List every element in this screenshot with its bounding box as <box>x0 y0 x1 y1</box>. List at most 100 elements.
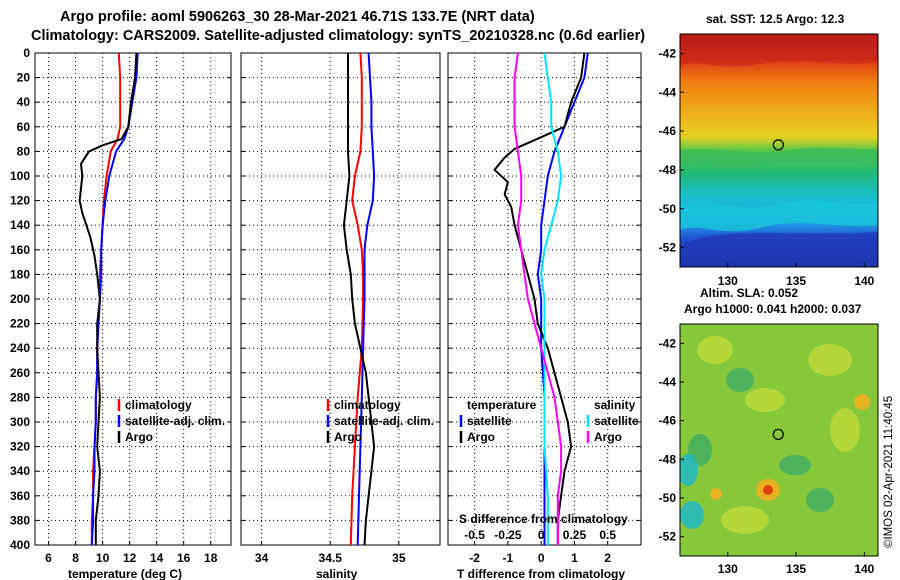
map-y-tick-label: -44 <box>659 375 677 389</box>
legend-label-satellite: satellite-adj. clim. <box>334 414 434 428</box>
x-tick-label: 6 <box>45 551 52 565</box>
salinity-profile-argo-line <box>342 53 376 546</box>
temperature-profile-satellite-adj-clim-line <box>90 52 139 546</box>
map-x-tick-label: 135 <box>786 274 806 288</box>
sst-map-ticks: 130 135 140 -42 -44 -46 -48 -50 -52 <box>659 46 875 288</box>
map-y-tick-label: -52 <box>659 241 677 255</box>
figure-title-line1: Argo profile: aoml 5906263_30 28-Mar-202… <box>60 9 535 25</box>
legend-label-argo: Argo <box>334 430 362 444</box>
depth-tick-label: 40 <box>17 95 31 109</box>
sla-blob <box>710 488 722 500</box>
x-tick-label: 18 <box>204 551 218 565</box>
x-tick-label: 8 <box>72 551 79 565</box>
depth-tick-label: 340 <box>10 464 30 478</box>
salinity-profile-climatology-line <box>349 52 365 546</box>
x-tick-label: 34.5 <box>319 551 343 565</box>
legend-label-climatology: climatology <box>334 398 401 412</box>
temperature-legend: climatology satellite-adj. clim. Argo <box>117 398 225 444</box>
depth-tick-label: 120 <box>10 194 30 208</box>
depth-tick-label: 140 <box>10 218 30 232</box>
map-x-tick-label: 130 <box>718 562 738 576</box>
s-difference-tick-label: -0.5 <box>464 528 485 542</box>
depth-tick-label: 320 <box>10 440 30 454</box>
sst-map-field <box>680 34 878 267</box>
depth-tick-label: 220 <box>10 317 30 331</box>
depth-tick-label: 60 <box>17 120 31 134</box>
legend-label-t-satellite: satellite <box>467 414 512 428</box>
legend-label-s-satellite: satellite <box>594 414 639 428</box>
series-layer <box>78 52 589 546</box>
x-tick-label: 16 <box>177 551 191 565</box>
imos-credit: ©IMOS 02-Apr-2021 11:40:45 <box>883 396 895 548</box>
legend-label-satellite: satellite-adj. clim. <box>125 414 225 428</box>
depth-tick-label: 20 <box>17 71 31 85</box>
map-y-tick-label: -48 <box>659 452 677 466</box>
depth-axis: 0 20 40 60 80 100 120 140 160 180 200 220 240 260 280 3… <box>10 46 30 552</box>
map-y-tick-label: -50 <box>659 491 677 505</box>
map-x-tick-label: 135 <box>786 562 806 576</box>
map-y-tick-label: -42 <box>659 336 677 350</box>
depth-tick-label: 180 <box>10 267 30 281</box>
legend-title-temperature: temperature <box>467 398 537 412</box>
depth-tick-label: 100 <box>10 169 30 183</box>
figure-title-line2: Climatology: CARS2009. Satellite-adjuste… <box>31 28 645 44</box>
x-tick-label: 10 <box>96 551 110 565</box>
x-tick-label: 0 <box>538 551 545 565</box>
sla-map-frame <box>679 323 879 557</box>
sst-cold-band <box>680 200 878 232</box>
sla-blob <box>808 344 852 376</box>
x-tick-label: 14 <box>150 551 164 565</box>
sla-blob <box>680 501 704 529</box>
legend-label-t-argo: Argo <box>467 430 495 444</box>
depth-tick-label: 280 <box>10 390 30 404</box>
sla-blob <box>779 455 811 475</box>
s-difference-tick-label: -0.25 <box>494 528 522 542</box>
x-tick-label: 12 <box>123 551 137 565</box>
sst-float-marker <box>772 139 784 151</box>
temperature-axis-label: temperature (deg C) <box>68 567 182 580</box>
sst-warm-north <box>680 34 878 67</box>
sst-cold-south <box>680 232 878 267</box>
sla-blob <box>763 485 773 495</box>
s-difference-axis-label: S difference from climatology <box>459 512 628 526</box>
sst-map-frame <box>679 33 879 268</box>
x-tick-label: -2 <box>469 551 480 565</box>
sla-blob <box>806 488 834 512</box>
sla-float-marker <box>772 428 784 440</box>
x-tick-label: 35 <box>392 551 406 565</box>
sla-map-title: Altim. SLA: 0.052 <box>700 286 798 300</box>
sla-map-field <box>680 324 878 556</box>
map-y-tick-label: -46 <box>659 414 677 428</box>
x-tick-layer: 6 8 10 12 14 16 18 34 34.5 35 -2 -1 0 1 2-0.5 -0.25 0 0.2… <box>45 528 616 565</box>
map-x-tick-label: 140 <box>854 562 874 576</box>
salinity-profile-satellite-adj-clim-line <box>356 52 376 546</box>
s-difference-tick-label: 0.25 <box>563 528 587 542</box>
sla-blob <box>680 454 698 486</box>
x-tick-label: 1 <box>571 551 578 565</box>
sla-blob <box>721 506 769 534</box>
depth-tick-label: 360 <box>10 489 30 503</box>
salinity-axis-label: salinity <box>316 567 358 580</box>
difference-legend-temperature: temperature satellite Argo <box>459 398 537 444</box>
depth-tick-label: 240 <box>10 341 30 355</box>
map-y-tick-label: -42 <box>659 46 677 60</box>
sst-front-band <box>680 147 878 167</box>
depth-tick-label: 80 <box>17 144 31 158</box>
sla-blob <box>697 336 733 364</box>
x-tick-label: 34 <box>255 551 269 565</box>
sla-blob <box>830 408 860 452</box>
difference-legend-salinity: salinity satellite Argo <box>586 398 639 444</box>
salinity-legend: climatology satellite-adj. clim. Argo <box>326 398 434 444</box>
sla-blob <box>726 368 754 392</box>
difference-from-climatology-s-argo-line <box>513 52 563 545</box>
depth-tick-label: 200 <box>10 292 30 306</box>
sst-map-title: sat. SST: 12.5 Argo: 12.3 <box>706 12 845 26</box>
legend-label-s-argo: Argo <box>594 430 622 444</box>
s-difference-tick-label: 0 <box>538 528 545 542</box>
legend-label-climatology: climatology <box>125 398 192 412</box>
depth-tick-label: 160 <box>10 243 30 257</box>
grid-layer <box>35 52 641 546</box>
difference-from-climatology-t-argo-line <box>493 52 586 545</box>
s-difference-tick-label: 0.5 <box>599 528 616 542</box>
